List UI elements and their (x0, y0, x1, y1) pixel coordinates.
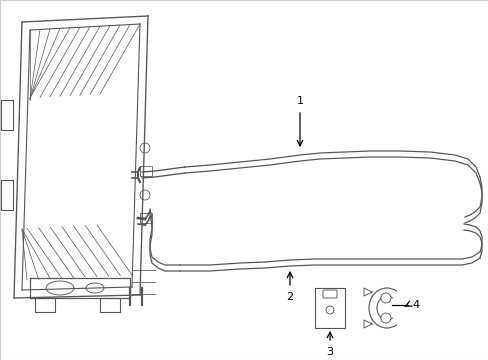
Circle shape (140, 143, 150, 153)
Circle shape (325, 306, 333, 314)
Ellipse shape (86, 283, 104, 293)
Text: 3: 3 (326, 347, 333, 357)
Text: 2: 2 (286, 292, 293, 302)
Circle shape (380, 313, 390, 323)
Circle shape (140, 190, 150, 200)
FancyBboxPatch shape (323, 290, 336, 298)
Ellipse shape (46, 281, 74, 295)
Text: 1: 1 (296, 96, 303, 106)
Circle shape (380, 293, 390, 303)
Text: 4: 4 (411, 300, 418, 310)
Bar (314, 288, 345, 328)
